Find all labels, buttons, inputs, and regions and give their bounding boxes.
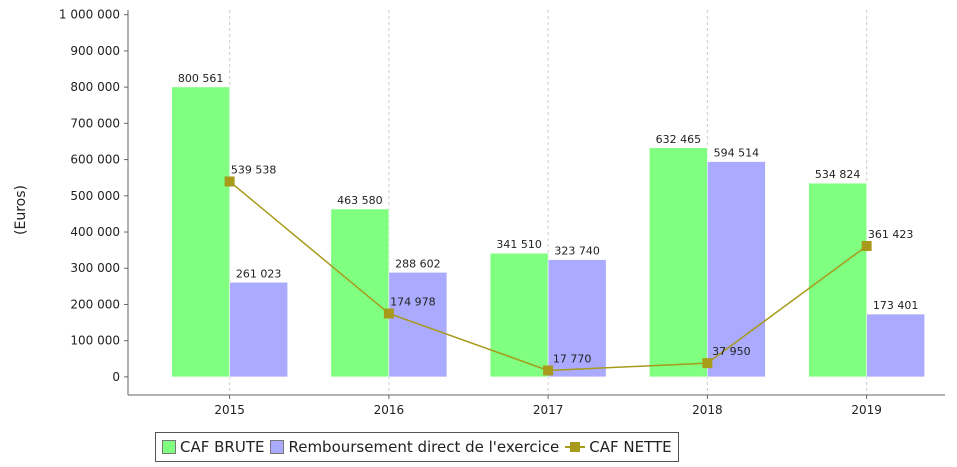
- marker: [861, 240, 872, 251]
- bar: [649, 147, 708, 378]
- x-tick-label: 2017: [533, 403, 564, 417]
- y-tick-label: 0: [112, 370, 120, 384]
- legend-label: CAF NETTE: [589, 438, 672, 456]
- value-label: 174 978: [390, 296, 436, 309]
- marker: [383, 308, 394, 319]
- legend-item: Remboursement direct de l'exercice: [270, 438, 559, 456]
- value-label: 361 423: [868, 228, 914, 241]
- legend-item: CAF NETTE: [565, 438, 672, 456]
- marker: [702, 358, 713, 369]
- bar: [229, 282, 288, 378]
- legend-label: CAF BRUTE: [180, 438, 265, 456]
- x-tick-label: 2016: [374, 403, 405, 417]
- x-tick-label: 2019: [851, 403, 882, 417]
- value-label: 534 824: [815, 168, 861, 181]
- y-tick-label: 800 000: [70, 80, 120, 94]
- chart: (Euros) 0 100 000 200 000 300 000 400 000 500…: [13, 8, 945, 417]
- y-tick-label: 200 000: [70, 297, 120, 311]
- legend-item: CAF BRUTE: [162, 438, 264, 456]
- y-tick-label: 300 000: [70, 261, 120, 275]
- y-axis-label: (Euros): [13, 185, 29, 235]
- value-label: 173 401: [873, 299, 919, 312]
- value-label: 261 023: [236, 267, 282, 280]
- value-label: 341 510: [496, 238, 542, 251]
- marker: [224, 176, 235, 187]
- bar: [808, 182, 867, 378]
- legend-swatch: [565, 442, 586, 452]
- bar: [547, 259, 607, 378]
- y-tick-label: 900 000: [70, 44, 120, 58]
- legend-swatch: [270, 440, 285, 454]
- y-tick-label: 100 000: [70, 334, 120, 348]
- value-label: 37 950: [712, 345, 751, 358]
- legend-label: Remboursement direct de l'exercice: [288, 438, 560, 456]
- x-tick-label: 2015: [214, 403, 245, 417]
- y-tick-label: 500 000: [70, 189, 120, 203]
- bar: [866, 313, 925, 378]
- legend-swatch: [162, 440, 176, 454]
- value-label: 539 538: [231, 163, 277, 176]
- value-label: 594 514: [714, 147, 760, 160]
- y-tick-label: 700 000: [70, 116, 120, 130]
- legend: CAF BRUTE Remboursement direct de l'exerc…: [155, 432, 679, 462]
- value-label: 288 602: [395, 257, 441, 270]
- y-tick-label: 400 000: [70, 225, 120, 239]
- marker: [543, 365, 554, 376]
- value-label: 463 580: [337, 194, 383, 207]
- y-tick-label: 600 000: [70, 153, 120, 167]
- bar: [489, 252, 549, 378]
- x-tick-label: 2018: [692, 403, 723, 417]
- value-label: 323 740: [554, 245, 600, 258]
- value-label: 800 561: [178, 72, 224, 85]
- bar: [330, 208, 390, 378]
- value-label: 632 465: [656, 133, 702, 146]
- y-tick-label: 1 000 000: [59, 8, 120, 22]
- value-label: 17 770: [553, 352, 592, 365]
- bar: [171, 86, 230, 378]
